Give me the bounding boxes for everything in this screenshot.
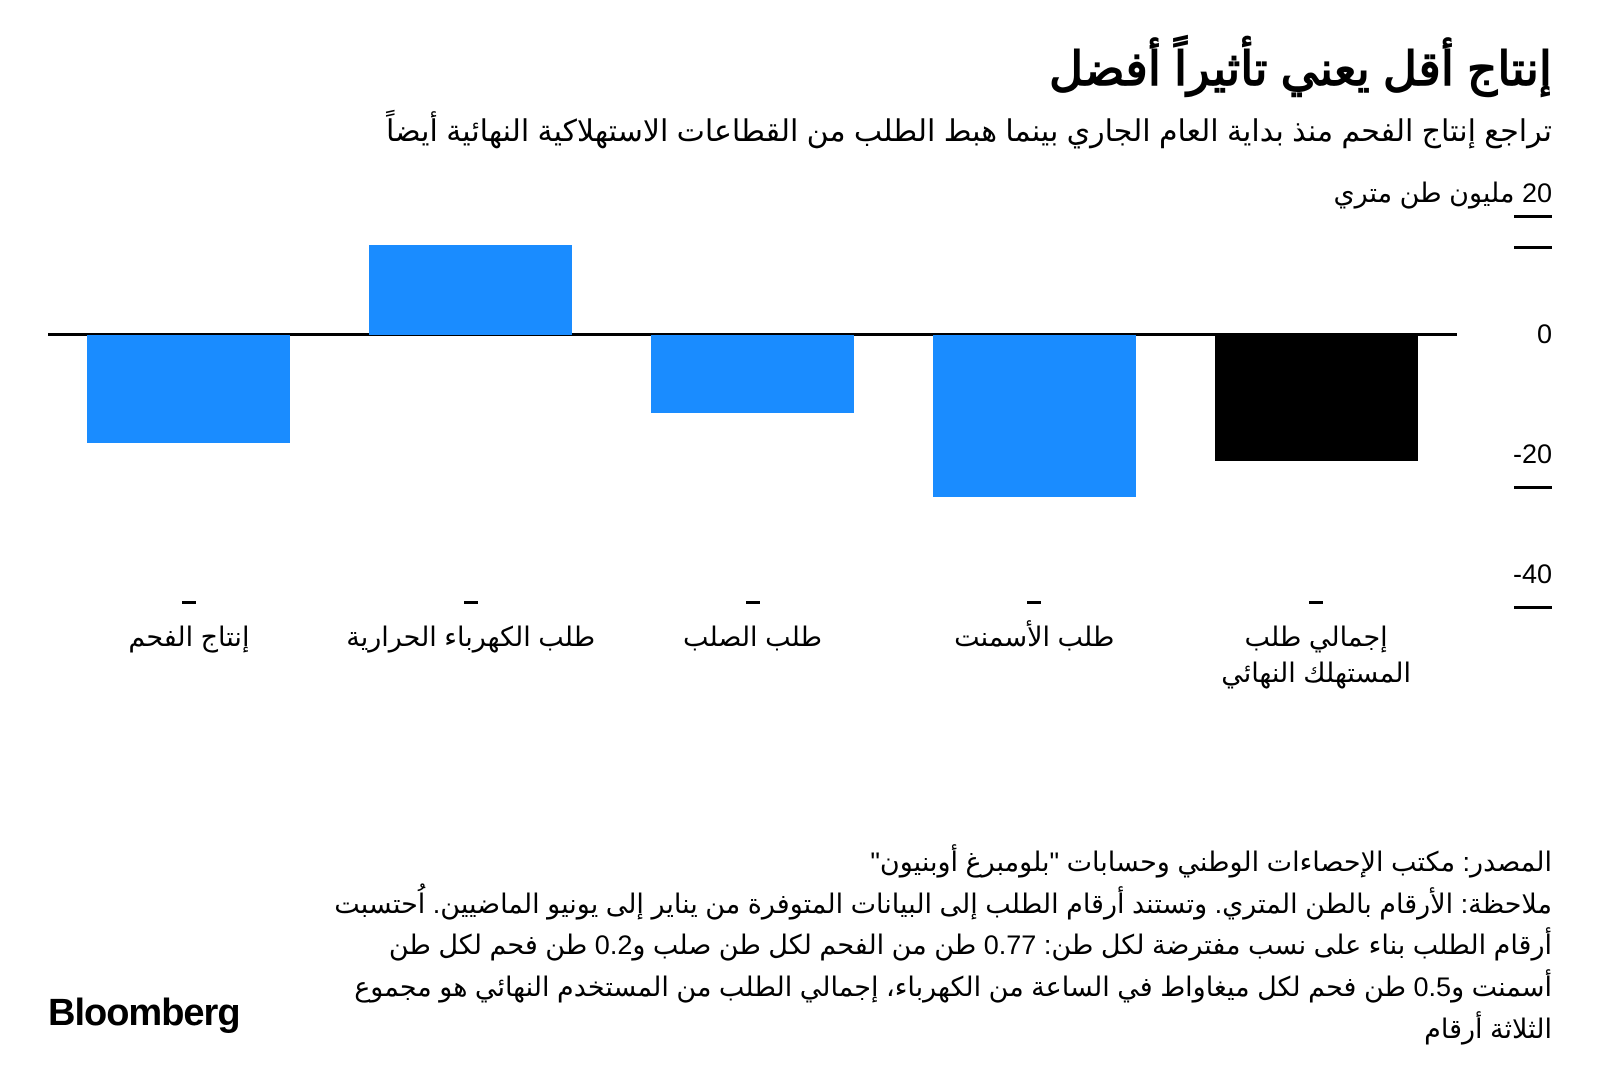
bar — [369, 245, 572, 335]
bars-area — [48, 215, 1457, 575]
x-tick-mark — [464, 601, 478, 604]
x-category-label: طلب الصلب — [597, 619, 909, 655]
footnotes: المصدر: مكتب الإحصاءات الوطني وحسابات "ب… — [328, 842, 1552, 1051]
y-tick: -20 — [1457, 439, 1552, 470]
chart-title: إنتاج أقل يعني تأثيراً أفضل — [48, 40, 1552, 99]
y-tick-mark — [1514, 486, 1552, 489]
y-unit-row: 20 مليون طن متري — [48, 178, 1552, 209]
y-tick-label: -20 — [1457, 439, 1552, 470]
y-axis: 0-20-40 — [1457, 215, 1552, 575]
y-tick: 0 — [1457, 319, 1552, 350]
x-tick-mark — [182, 601, 196, 604]
bar — [651, 335, 854, 413]
chart-subtitle: تراجع إنتاج الفحم منذ بداية العام الجاري… — [48, 109, 1552, 154]
y-tick-label: -40 — [1457, 559, 1552, 590]
chart-container: إنتاج أقل يعني تأثيراً أفضل تراجع إنتاج … — [0, 0, 1600, 1091]
bar — [87, 335, 290, 443]
x-category-label: طلب الكهرباء الحرارية — [315, 619, 627, 655]
bar — [1215, 335, 1418, 461]
footnote-line: ملاحظة: الأرقام بالطن المتري. وتستند أرق… — [328, 884, 1552, 1051]
plot-area: 0-20-40 — [48, 215, 1552, 575]
x-tick-mark — [1027, 601, 1041, 604]
x-category-label: طلب الأسمنت — [878, 619, 1190, 655]
x-tick-mark — [1309, 601, 1323, 604]
y-tick: -40 — [1457, 559, 1552, 590]
y-tick-mark — [1514, 246, 1552, 249]
brand-logo: Bloomberg — [48, 992, 240, 1035]
x-category-label: إنتاج الفحم — [33, 619, 345, 655]
bar — [933, 335, 1136, 497]
y-tick-mark — [1514, 215, 1552, 218]
y-tick-label: 0 — [1457, 319, 1552, 350]
x-tick-mark — [746, 601, 760, 604]
x-axis-labels: إجمالي طلب المستهلك النهائيطلب الأسمنتطل… — [48, 619, 1552, 729]
y-unit-label: 20 مليون طن متري — [1333, 178, 1552, 208]
x-category-label: إجمالي طلب المستهلك النهائي — [1160, 619, 1472, 692]
y-tick-mark — [1514, 606, 1552, 609]
footnote-line: المصدر: مكتب الإحصاءات الوطني وحسابات "ب… — [328, 842, 1552, 884]
plot-wrap: 0-20-40 إجمالي طلب المستهلك النهائيطلب ا… — [48, 215, 1552, 729]
